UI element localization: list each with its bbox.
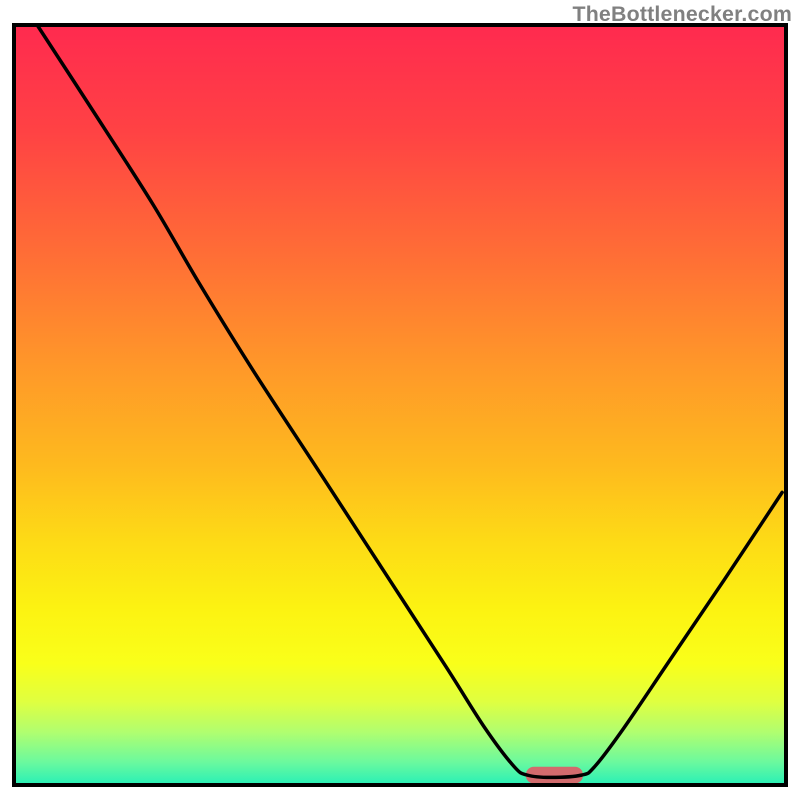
plot-gradient-background bbox=[14, 25, 786, 785]
bottleneck-chart bbox=[0, 0, 800, 800]
chart-stage: TheBottlenecker.com bbox=[0, 0, 800, 800]
watermark-text: TheBottlenecker.com bbox=[572, 2, 792, 27]
